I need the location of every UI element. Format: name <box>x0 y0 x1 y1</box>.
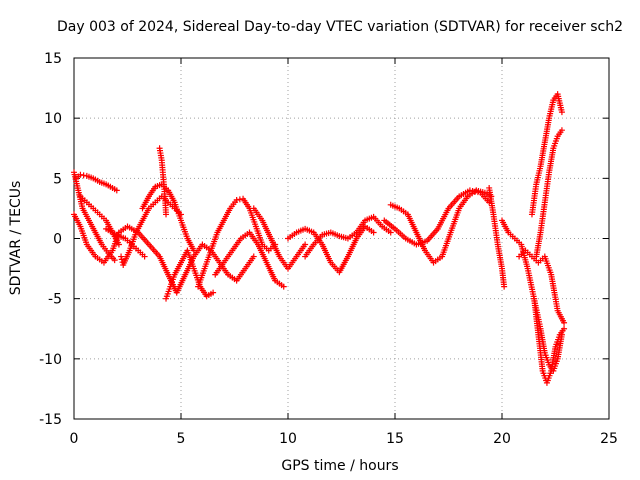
data-point <box>190 247 197 254</box>
data-point <box>111 257 118 264</box>
data-point <box>466 187 473 194</box>
data-point <box>370 229 377 236</box>
data-point <box>561 325 568 332</box>
series-sat-t <box>528 91 565 218</box>
x-tick-label: 0 <box>70 431 79 447</box>
y-tick-label: -15 <box>39 412 62 428</box>
data-point <box>280 283 287 290</box>
data-point <box>561 319 568 326</box>
data-point <box>558 127 565 134</box>
x-tick-label: 5 <box>177 431 186 447</box>
data-point <box>472 188 479 195</box>
data-point <box>141 253 148 260</box>
x-axis-label: GPS time / hours <box>281 458 398 474</box>
axis-ticks: 0 5 10 15 20 25 -15 -10 -5 0 5 10 15 <box>39 51 618 447</box>
data-point <box>302 241 309 248</box>
series-sat-m <box>285 223 377 276</box>
y-tick-label: 0 <box>53 232 62 248</box>
series-sat-f <box>118 193 184 268</box>
data-point <box>474 189 481 196</box>
series-sat-p <box>381 187 493 248</box>
data-point <box>113 187 120 194</box>
y-tick-label: 5 <box>53 171 62 187</box>
data-point <box>233 196 240 203</box>
series-sat-g <box>139 181 197 254</box>
data-point <box>501 283 508 290</box>
series-sat-n <box>302 213 394 260</box>
data-point <box>236 196 243 203</box>
series-sat-q <box>486 184 508 290</box>
x-tick-label: 25 <box>600 431 618 447</box>
data-point <box>387 229 394 236</box>
series-sat-l <box>250 205 309 272</box>
series-sat-c <box>73 171 120 194</box>
chart-title: Day 003 of 2024, Sidereal Day-to-day VTE… <box>57 19 623 35</box>
data-points <box>71 91 568 386</box>
x-tick-label: 15 <box>386 431 404 447</box>
series-sat-s <box>516 247 568 326</box>
data-point <box>118 253 125 260</box>
series-sat-h <box>156 145 170 218</box>
data-point <box>80 172 87 179</box>
series-sat-u <box>531 295 568 386</box>
x-tick-label: 10 <box>279 431 297 447</box>
series-sat-v <box>533 127 565 260</box>
series-sat-i <box>163 247 217 302</box>
data-point <box>250 253 257 260</box>
y-tick-label: -5 <box>48 292 62 308</box>
series-sat-j <box>195 195 279 290</box>
data-point <box>210 289 217 296</box>
y-axis-label: SDTVAR / TECUs <box>8 181 24 296</box>
y-tick-label: -10 <box>39 352 62 368</box>
data-point <box>558 109 565 116</box>
x-tick-label: 20 <box>493 431 511 447</box>
series-sat-a <box>71 211 257 296</box>
data-point <box>469 187 476 194</box>
series-sat-k <box>212 229 287 290</box>
y-tick-label: 10 <box>44 111 62 127</box>
y-tick-label: 15 <box>44 51 62 67</box>
data-point <box>163 211 170 218</box>
data-point <box>77 171 84 178</box>
data-point <box>115 241 122 248</box>
grid <box>74 58 609 419</box>
